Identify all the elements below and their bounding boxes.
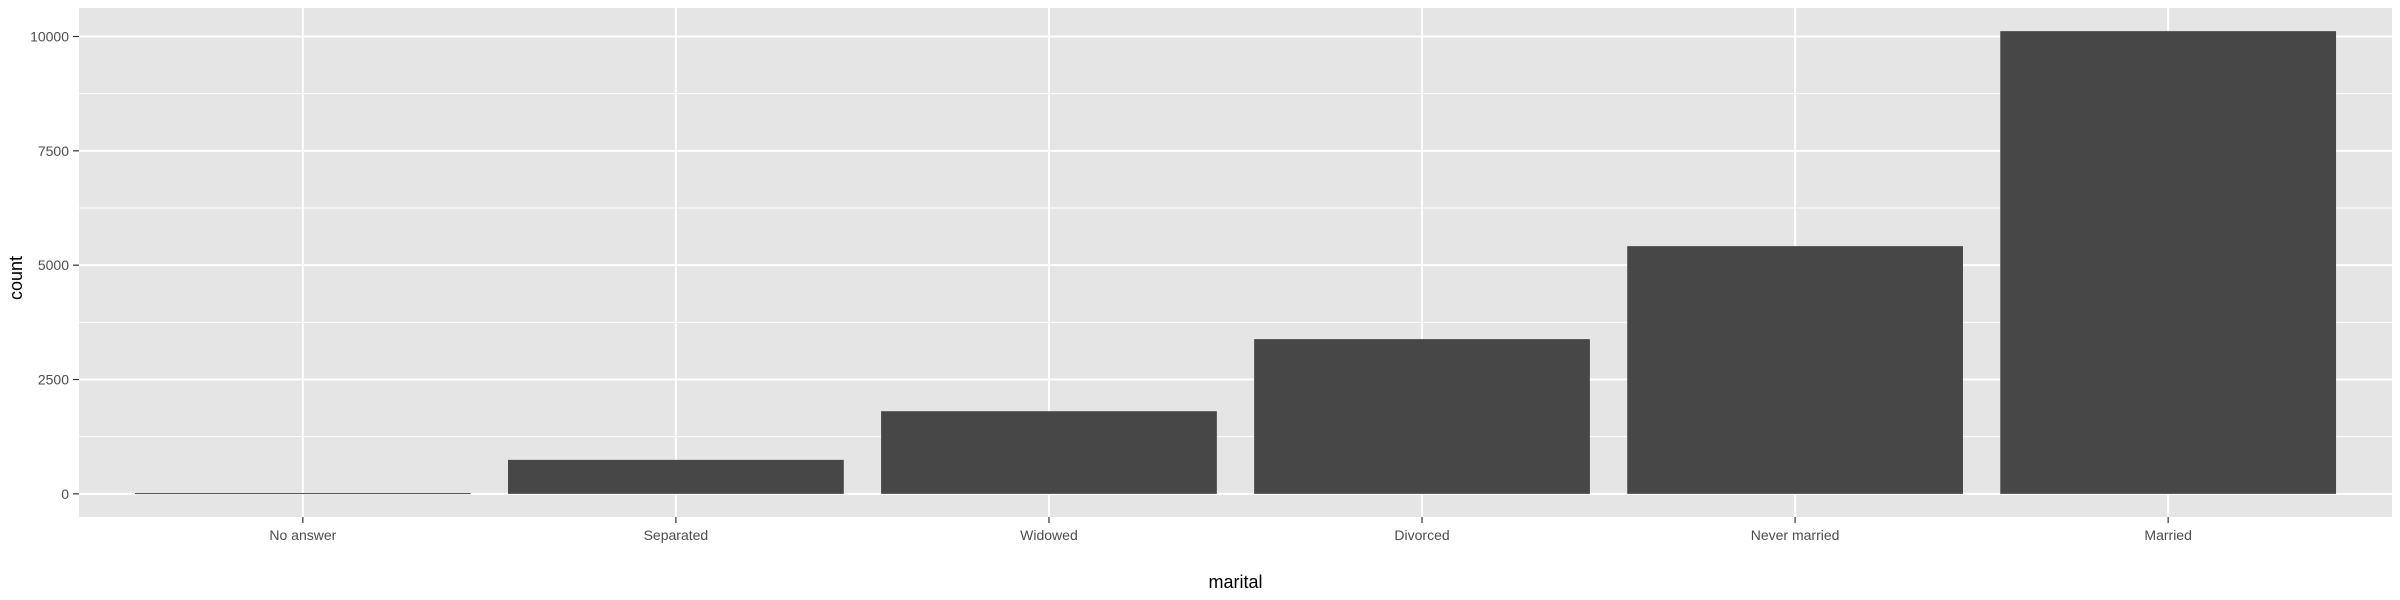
x-tick-label: Never married bbox=[1751, 527, 1840, 543]
bar-no-answer bbox=[134, 493, 471, 495]
x-tick-label: Married bbox=[2144, 527, 2191, 543]
bars-group bbox=[134, 31, 2337, 495]
y-tick-label: 5000 bbox=[38, 257, 69, 273]
bar-divorced bbox=[1254, 339, 1590, 494]
bar-widowed bbox=[881, 411, 1217, 494]
x-tick-label: No answer bbox=[269, 527, 336, 543]
bar-married bbox=[2000, 31, 2337, 494]
y-axis-title: count bbox=[6, 256, 26, 300]
x-axis-title: marital bbox=[1208, 572, 1262, 592]
bar-never-married bbox=[1627, 246, 1963, 494]
x-tick-label: Divorced bbox=[1394, 527, 1449, 543]
y-tick-label: 2500 bbox=[38, 372, 69, 388]
y-axis: 0 2500 5000 7500 10000 bbox=[30, 28, 79, 502]
x-axis: No answer Separated Widowed Divorced Never m… bbox=[269, 517, 2192, 543]
x-tick-label: Widowed bbox=[1020, 527, 1078, 543]
x-tick-label: Separated bbox=[644, 527, 709, 543]
y-tick-label: 0 bbox=[61, 486, 69, 502]
y-tick-label: 10000 bbox=[30, 28, 69, 44]
y-tick-label: 7500 bbox=[38, 143, 69, 159]
bar-separated bbox=[508, 459, 844, 494]
